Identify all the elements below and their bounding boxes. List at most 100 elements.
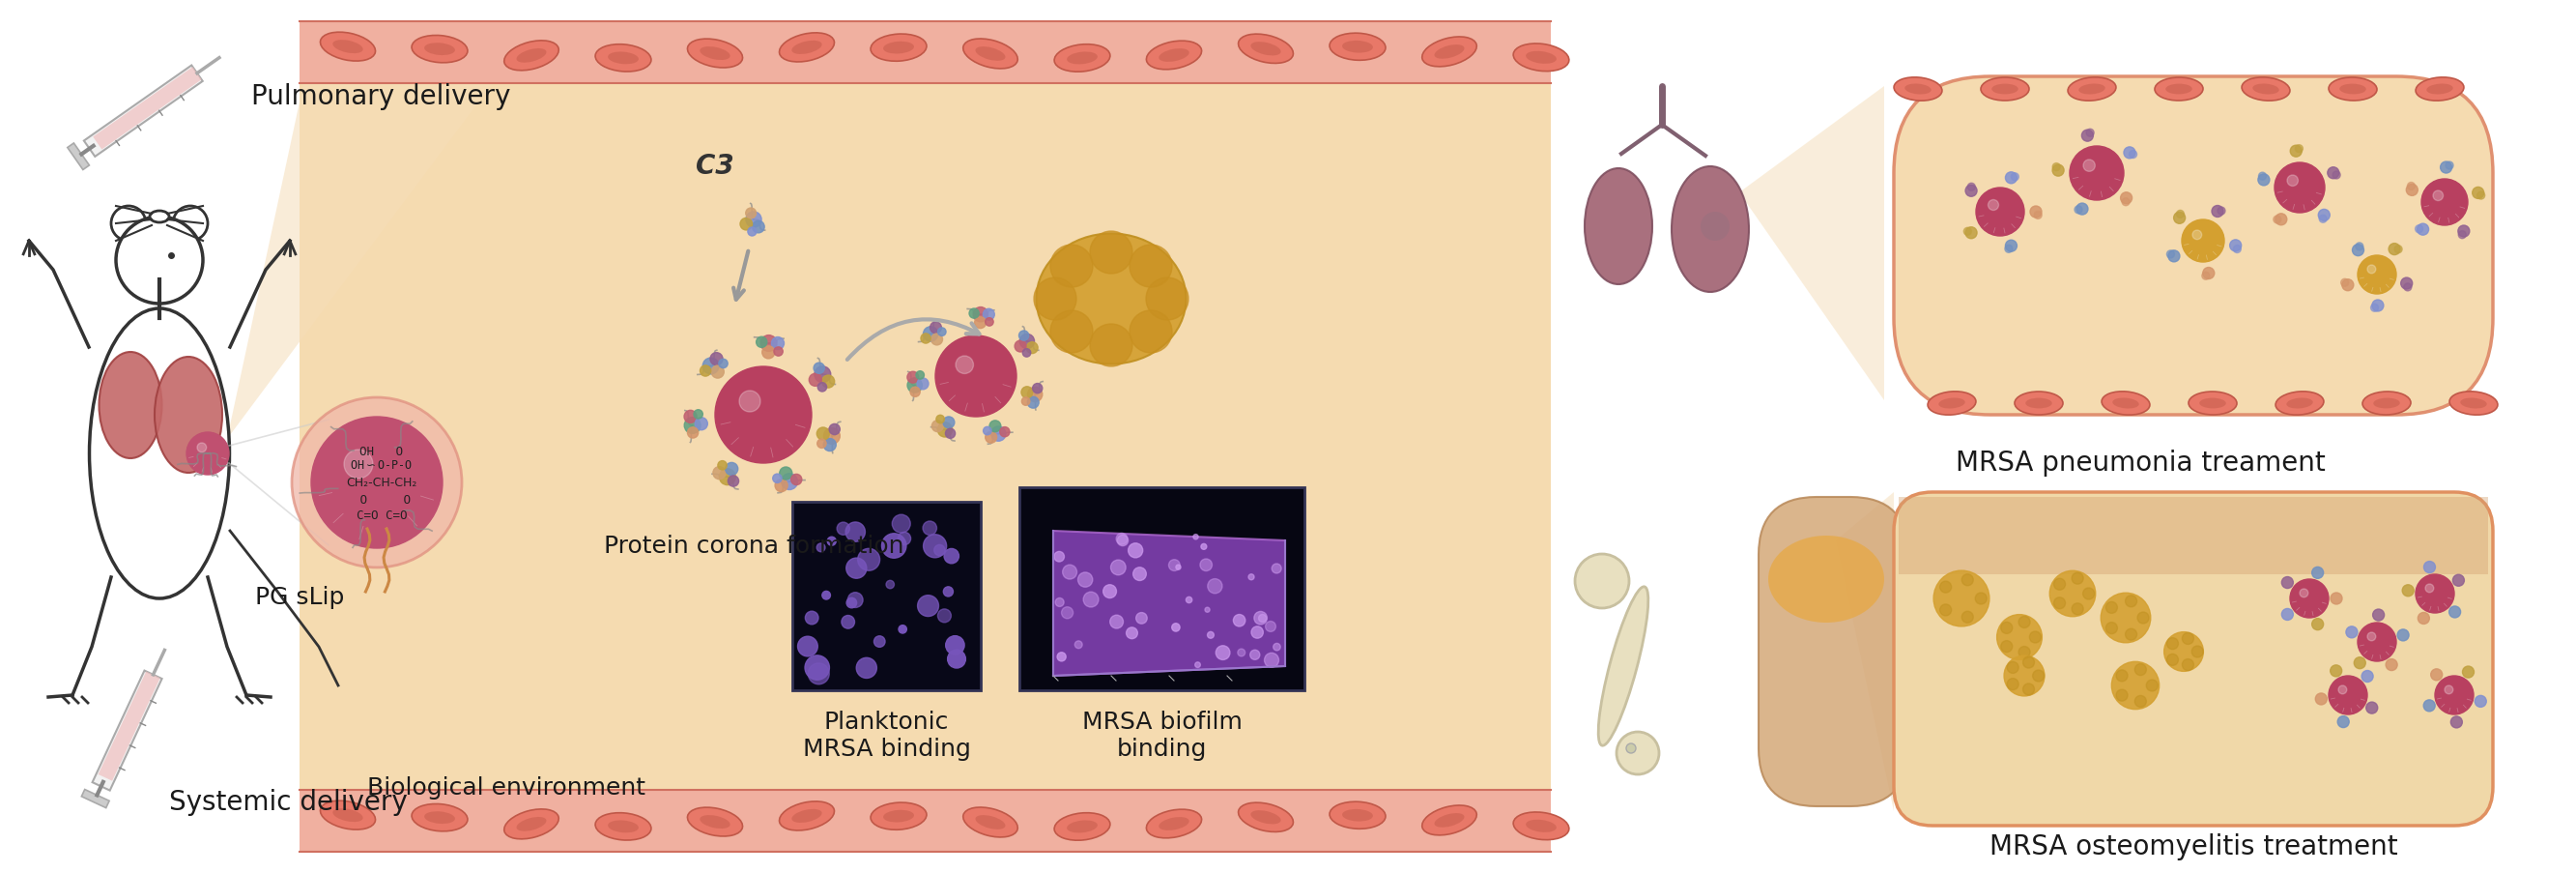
Ellipse shape (1146, 809, 1200, 838)
Circle shape (2115, 690, 2128, 701)
Circle shape (2136, 664, 2146, 676)
Circle shape (2120, 193, 2133, 204)
Circle shape (1115, 533, 1128, 545)
Ellipse shape (1981, 79, 2030, 101)
Circle shape (2202, 268, 2215, 279)
Ellipse shape (2166, 85, 2192, 95)
Polygon shape (93, 670, 162, 791)
Ellipse shape (2102, 392, 2151, 416)
Circle shape (1195, 663, 1200, 668)
Circle shape (935, 545, 945, 556)
Circle shape (2020, 647, 2030, 658)
Circle shape (1252, 627, 1262, 638)
Circle shape (773, 474, 781, 484)
Ellipse shape (1159, 50, 1190, 63)
Circle shape (2174, 213, 2184, 224)
Circle shape (858, 549, 881, 571)
Ellipse shape (1252, 810, 1280, 824)
Circle shape (2259, 175, 2269, 186)
Circle shape (685, 418, 701, 434)
Circle shape (2146, 680, 2159, 691)
Circle shape (2125, 595, 2138, 608)
Circle shape (775, 479, 788, 492)
Ellipse shape (2241, 78, 2290, 101)
Ellipse shape (98, 353, 162, 458)
Text: OH   O: OH O (361, 446, 404, 458)
Circle shape (2403, 585, 2414, 596)
Circle shape (2354, 657, 2365, 669)
Ellipse shape (884, 810, 914, 822)
Circle shape (2182, 220, 2223, 263)
Bar (299, 790, 1551, 852)
Ellipse shape (319, 801, 376, 829)
Circle shape (1273, 643, 1280, 650)
Circle shape (809, 663, 829, 684)
Circle shape (2192, 646, 2202, 657)
Circle shape (907, 372, 920, 383)
Ellipse shape (1435, 813, 1463, 828)
Circle shape (2372, 300, 2383, 312)
Circle shape (2182, 659, 2195, 670)
Circle shape (1084, 592, 1097, 608)
Circle shape (711, 366, 724, 379)
Circle shape (2071, 573, 2084, 584)
Circle shape (2166, 251, 2174, 258)
FancyBboxPatch shape (299, 38, 1551, 835)
Circle shape (1234, 615, 1244, 627)
Circle shape (198, 443, 206, 452)
Circle shape (1028, 397, 1038, 409)
Circle shape (822, 591, 829, 600)
Circle shape (984, 432, 997, 443)
Circle shape (1260, 615, 1267, 622)
Circle shape (804, 656, 829, 680)
Circle shape (2218, 208, 2226, 216)
Ellipse shape (2450, 392, 2499, 416)
Circle shape (1940, 604, 1953, 616)
Circle shape (729, 476, 739, 487)
Circle shape (845, 522, 866, 542)
Ellipse shape (1342, 809, 1373, 821)
Polygon shape (1054, 531, 1285, 676)
Circle shape (2020, 616, 2030, 629)
Circle shape (688, 428, 698, 438)
Text: CH₂-CH-CH₂: CH₂-CH-CH₂ (345, 477, 417, 489)
Circle shape (1126, 628, 1139, 639)
Circle shape (2084, 588, 2094, 600)
Circle shape (1033, 384, 1043, 394)
Circle shape (1963, 574, 1973, 586)
Circle shape (2002, 622, 2012, 634)
Circle shape (719, 461, 726, 471)
Circle shape (2213, 206, 2223, 217)
Circle shape (917, 595, 938, 616)
Circle shape (2385, 659, 2398, 670)
Circle shape (111, 207, 147, 242)
Ellipse shape (963, 39, 1018, 70)
Circle shape (922, 521, 938, 535)
Circle shape (999, 428, 1010, 437)
Circle shape (2275, 163, 2324, 213)
Circle shape (773, 347, 783, 356)
Circle shape (873, 636, 886, 648)
Circle shape (1206, 608, 1211, 613)
Circle shape (747, 212, 762, 228)
Circle shape (948, 650, 966, 669)
Circle shape (1255, 612, 1267, 625)
Circle shape (2177, 211, 2184, 218)
Ellipse shape (90, 309, 229, 599)
FancyBboxPatch shape (1893, 492, 2494, 826)
Circle shape (2087, 130, 2094, 137)
Circle shape (2012, 174, 2020, 182)
Circle shape (2287, 175, 2298, 187)
Circle shape (1028, 388, 1043, 402)
Circle shape (848, 593, 863, 608)
Circle shape (696, 418, 708, 430)
Circle shape (1077, 573, 1092, 588)
Circle shape (2022, 656, 2035, 669)
Circle shape (2004, 241, 2017, 252)
Ellipse shape (1991, 85, 2017, 95)
Ellipse shape (319, 33, 376, 62)
Circle shape (719, 360, 729, 368)
Ellipse shape (412, 36, 469, 64)
Ellipse shape (1672, 167, 1749, 292)
Circle shape (907, 378, 922, 393)
